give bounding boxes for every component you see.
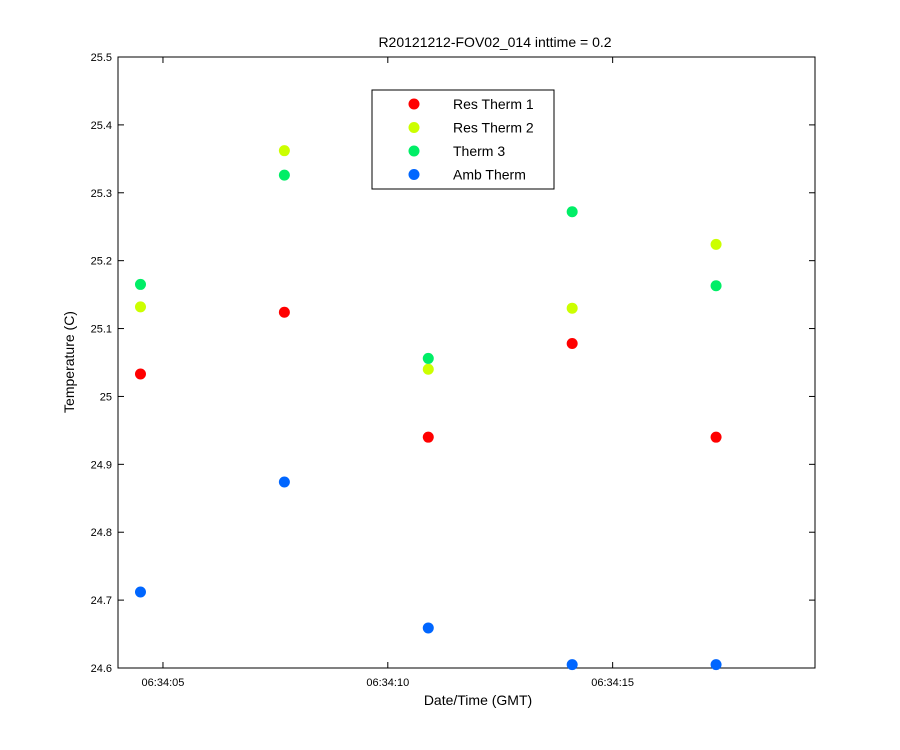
y-tick-label: 25.5	[91, 52, 112, 64]
point-series-3	[566, 659, 578, 671]
point-series-1	[710, 238, 722, 250]
y-tick-label: 25.4	[91, 120, 112, 132]
point-series-0	[278, 306, 290, 318]
y-tick-label: 24.9	[91, 459, 112, 471]
point-series-1	[278, 145, 290, 157]
y-axis-label: Temperature (C)	[61, 311, 77, 413]
point-series-0	[422, 431, 434, 443]
y-tick-label: 24.6	[91, 663, 112, 675]
legend-marker	[408, 98, 420, 110]
point-series-2	[422, 352, 434, 364]
legend-marker	[408, 122, 420, 133]
legend-label: Therm 3	[453, 143, 505, 159]
data-points	[134, 145, 722, 671]
y-axis: 24.6 24.7 24.8 24.9 25 25.1 25.2 25.3 25.4 25.5	[91, 52, 815, 675]
legend-label: Amb Therm	[453, 167, 526, 183]
point-series-1	[566, 302, 578, 314]
legend-marker	[408, 169, 420, 180]
y-tick-label: 25	[100, 391, 112, 403]
legend-box	[371, 89, 555, 190]
point-series-2	[566, 206, 578, 218]
y-tick-label: 25.3	[91, 188, 112, 200]
x-tick-label: 06:34:05	[142, 677, 185, 689]
point-series-1	[422, 363, 434, 375]
point-series-0	[566, 337, 578, 349]
point-series-2	[134, 278, 146, 290]
x-axis: 06:34:05 06:34:10 06:34:15	[142, 57, 634, 689]
legend-label: Res Therm 2	[453, 120, 534, 136]
point-series-3	[422, 622, 434, 634]
x-axis-label: Date/Time (GMT)	[424, 692, 532, 708]
y-tick-label: 25.2	[91, 256, 112, 268]
legend-marker	[408, 145, 420, 157]
point-series-0	[710, 431, 722, 443]
x-tick-label: 06:34:10	[366, 677, 409, 689]
legend: Res Therm 1 Res Therm 2 Therm 3 Amb Therm	[371, 89, 555, 190]
point-series-3	[134, 586, 146, 598]
y-tick-label: 24.7	[91, 595, 112, 607]
y-tick-label: 25.1	[91, 324, 112, 336]
point-series-2	[710, 280, 722, 292]
y-tick-label: 24.8	[91, 527, 112, 539]
point-series-3	[278, 476, 290, 488]
point-series-2	[278, 169, 290, 181]
point-series-0	[134, 368, 146, 380]
point-series-3	[710, 659, 722, 671]
legend-label: Res Therm 1	[453, 96, 534, 112]
x-tick-label: 06:34:15	[591, 677, 634, 689]
point-series-1	[134, 301, 146, 313]
chart-title: R20121212-FOV02_014 inttime = 0.2	[378, 34, 611, 50]
